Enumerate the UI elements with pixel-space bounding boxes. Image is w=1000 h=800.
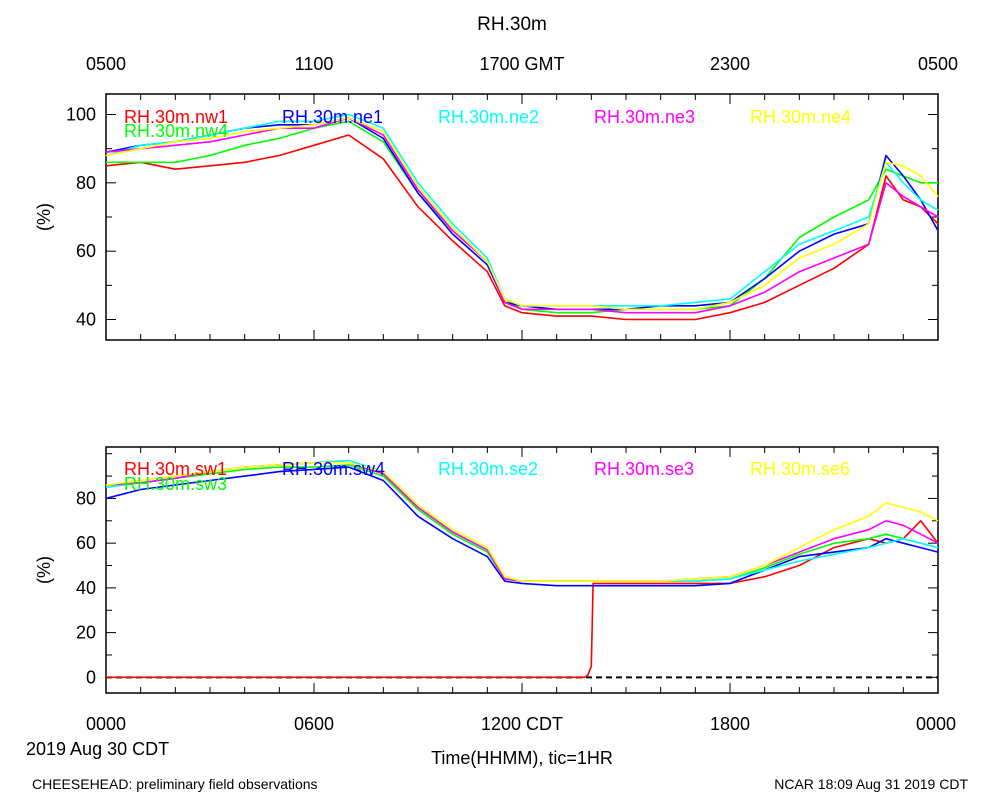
y-tick-label: 20: [76, 623, 96, 643]
series-line-RH-30m-nw1: [105, 134, 939, 321]
top-time-axis: 0500 1100 1700 GMT 2300 0500: [86, 54, 958, 74]
legend-label: RH.30m.sw3: [124, 474, 227, 494]
bottom-panel: 0 20 40 60 80 (%) RH.30m.sw1 RH.30m.sw3 RH.3…: [34, 446, 939, 694]
series-line-RH-30m-se6: [105, 461, 939, 583]
series-line-RH-30m-ne4: [105, 117, 939, 311]
legend-label: RH.30m.nw1: [124, 107, 228, 127]
y-tick-label: 60: [76, 533, 96, 553]
bottom-axis-tick-label: 0600: [294, 714, 334, 734]
bottom-panel-ticks: 0 20 40 60 80: [76, 447, 939, 693]
legend-label: RH.30m.nw4: [124, 121, 228, 141]
y-tick-label: 0: [86, 667, 96, 687]
footer-timestamp: NCAR 18:09 Aug 31 2019 CDT: [774, 776, 968, 792]
bottom-time-axis: 0000 0600 1200 CDT 1800 0000: [86, 714, 956, 734]
y-tick-label: 80: [76, 173, 96, 193]
top-axis-tick-label: 0500: [918, 54, 958, 74]
top-panel: 40 60 80 100 (%) RH.30m.nw1 RH.30m.nw4 RH.3…: [34, 93, 939, 341]
legend-label: RH.30m.se6: [750, 459, 850, 479]
bottom-axis-tick-label: 0000: [86, 714, 126, 734]
top-axis-tick-label: 1700 GMT: [479, 54, 564, 74]
series-line-RH-30m-ne3: [105, 117, 939, 314]
top-axis-tick-label: 1100: [295, 54, 334, 74]
bottom-legend: RH.30m.sw1 RH.30m.sw3 RH.30m.sw4 RH.30m.…: [124, 459, 850, 494]
legend-label: RH.30m.ne3: [594, 107, 695, 127]
legend-label: RH.30m.ne1: [282, 107, 383, 127]
bottom-ylabel: (%): [34, 556, 54, 584]
bottom-axis-tick-label: 0000: [916, 714, 956, 734]
series-line-RH-30m-se3: [105, 461, 939, 583]
chart-title: RH.30m: [477, 14, 547, 35]
top-panel-series: [105, 113, 939, 321]
legend-label: RH.30m.sw1: [124, 459, 227, 479]
x-axis-label: Time(HHMM), tic=1HR: [431, 748, 613, 768]
y-tick-label: 100: [66, 105, 96, 125]
top-axis-tick-label: 0500: [86, 54, 126, 74]
y-tick-label: 80: [76, 488, 96, 508]
series-line-RH-30m-sw1: [106, 519, 939, 679]
y-tick-label: 60: [76, 241, 96, 261]
bottom-panel-series: [105, 459, 939, 679]
legend-label: RH.30m.se2: [438, 459, 538, 479]
top-legend: RH.30m.nw1 RH.30m.nw4 RH.30m.ne1 RH.30m.…: [124, 107, 851, 141]
top-ylabel: (%): [34, 203, 54, 231]
legend-label: RH.30m.ne4: [750, 107, 851, 127]
date-label: 2019 Aug 30 CDT: [26, 739, 169, 759]
y-tick-label: 40: [76, 578, 96, 598]
series-line-RH-30m-sw3: [105, 464, 939, 583]
legend-label: RH.30m.se3: [594, 459, 694, 479]
series-line-RH-30m-sw4: [105, 466, 939, 587]
bottom-axis-tick-label: 1200 CDT: [481, 714, 563, 734]
series-line-RH-30m-nw4: [106, 120, 938, 314]
legend-label: RH.30m.ne2: [438, 107, 539, 127]
series-line-RH-30m-ne2: [105, 113, 939, 307]
series-line-RH-30m-ne1: [105, 117, 939, 311]
top-panel-ticks: 40 60 80 100: [66, 94, 939, 340]
bottom-panel-frame: [105, 446, 939, 694]
y-tick-label: 40: [76, 310, 96, 330]
footer-source: CHEESEHEAD: preliminary field observatio…: [32, 776, 318, 792]
bottom-axis-tick-label: 1800: [710, 714, 750, 734]
top-axis-tick-label: 2300: [710, 54, 750, 74]
legend-label: RH.30m.sw4: [282, 459, 385, 479]
